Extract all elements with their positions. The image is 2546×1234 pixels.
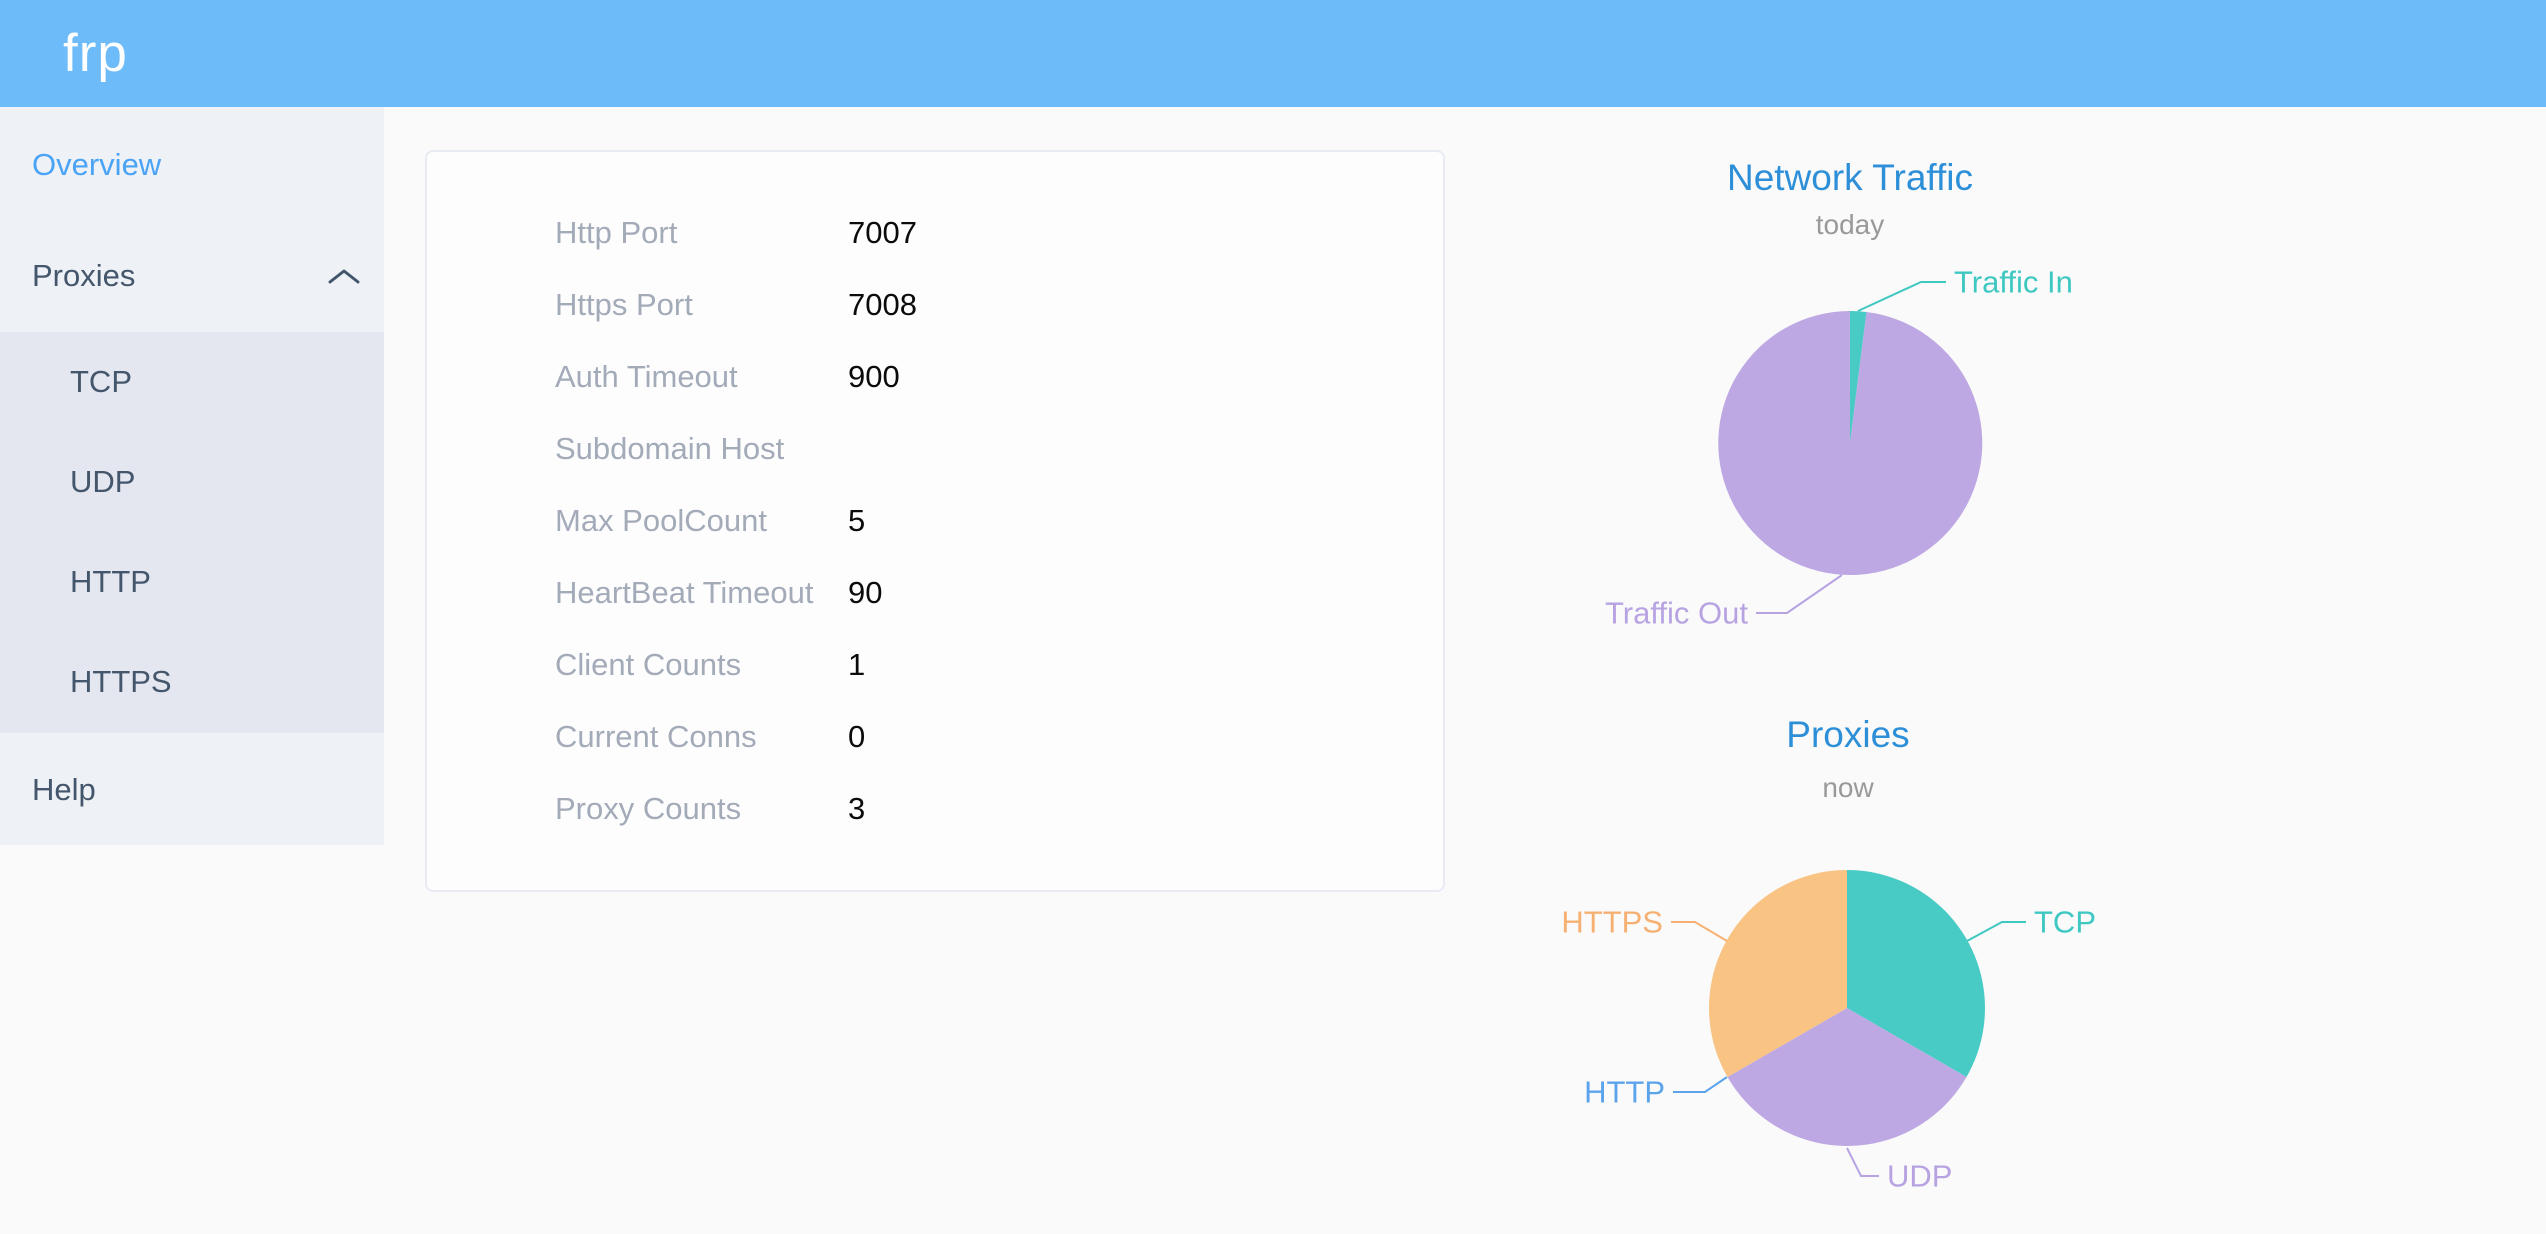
config-label: Subdomain Host (555, 431, 785, 466)
sidebar-item-proxies[interactable]: Proxies (32, 252, 362, 300)
chevron-up-icon (328, 269, 360, 284)
config-row-proxy-counts: Proxy Counts 3 (555, 773, 1443, 845)
proxies-submenu: TCP UDP HTTP HTTPS (0, 332, 384, 733)
config-value: 3 (848, 791, 866, 826)
https-label: HTTPS (1561, 905, 1663, 940)
tcp-label: TCP (2034, 905, 2096, 940)
tcp-label-line (1966, 921, 2026, 942)
https-label-line (1671, 921, 1728, 942)
proxies-slice-udp[interactable] (1727, 1008, 1967, 1146)
config-value: 7007 (848, 215, 917, 250)
sidebar: Overview Proxies TCP UDP HTTP HTTPS Help (0, 107, 384, 845)
network-traffic-title: Network Traffic (1726, 157, 1974, 198)
sidebar-item-overview[interactable]: Overview (32, 147, 162, 182)
config-label: Auth Timeout (555, 359, 738, 394)
config-value: 0 (848, 719, 866, 754)
network-traffic-slice-traffic-out[interactable] (1718, 311, 1983, 575)
config-value: 1 (848, 647, 866, 682)
http-label: HTTP (1584, 1075, 1665, 1110)
server-config-card: Http Port 7007 Https Port 7008 Auth Timeout 9… (425, 150, 1445, 892)
server-config-rows: Http Port 7007 Https Port 7008 Auth Timeout 9… (427, 152, 1443, 845)
traffic-out-label: Traffic Out (1605, 596, 1748, 631)
config-row-current-conns: Current Conns 0 (555, 701, 1443, 773)
config-row-heartbeat-timeout: HeartBeat Timeout 90 (555, 557, 1443, 629)
proxies-title: Proxies (1786, 714, 1910, 755)
config-label: Http Port (555, 215, 678, 250)
proxies-slice-https[interactable] (1709, 870, 1847, 1077)
app-header: frp (0, 0, 2546, 107)
config-label: Client Counts (555, 647, 742, 682)
sidebar-item-udp[interactable]: UDP (70, 464, 136, 499)
config-row-http-port: Http Port 7007 (555, 197, 1443, 269)
network-traffic-slice-traffic-in[interactable] (1850, 310, 1867, 443)
config-row-auth-timeout: Auth Timeout 900 (555, 341, 1443, 413)
config-label: Https Port (555, 287, 693, 322)
config-label: Proxy Counts (555, 791, 742, 826)
network-traffic-subtitle: today (1815, 209, 1885, 240)
traffic-in-label: Traffic In (1954, 265, 2073, 300)
traffic-out-label-line (1756, 574, 1843, 614)
config-label: Current Conns (555, 719, 757, 754)
app-logo: frp (63, 24, 128, 83)
config-value: 90 (848, 575, 883, 610)
config-row-subdomain-host: Subdomain Host (555, 413, 1443, 485)
http-label-line (1673, 1076, 1728, 1093)
config-row-client-counts: Client Counts 1 (555, 629, 1443, 701)
config-label: HeartBeat Timeout (555, 575, 814, 610)
sidebar-item-proxies-label: Proxies (32, 258, 136, 293)
sidebar-item-help[interactable]: Help (32, 772, 96, 807)
config-value: 7008 (848, 287, 917, 322)
config-label: Max PoolCount (555, 503, 767, 538)
config-value: 900 (848, 359, 900, 394)
sidebar-item-tcp[interactable]: TCP (70, 364, 132, 399)
sidebar-item-http[interactable]: HTTP (70, 564, 151, 599)
config-value: 5 (848, 503, 866, 538)
udp-label-line (1846, 1147, 1879, 1177)
proxies-slice-tcp[interactable] (1847, 870, 1985, 1077)
traffic-in-label-line (1857, 281, 1946, 312)
sidebar-item-https[interactable]: HTTPS (70, 664, 172, 699)
udp-label: UDP (1887, 1159, 1952, 1194)
config-row-https-port: Https Port 7008 (555, 269, 1443, 341)
proxies-subtitle: now (1822, 772, 1874, 803)
config-row-max-poolcount: Max PoolCount 5 (555, 485, 1443, 557)
